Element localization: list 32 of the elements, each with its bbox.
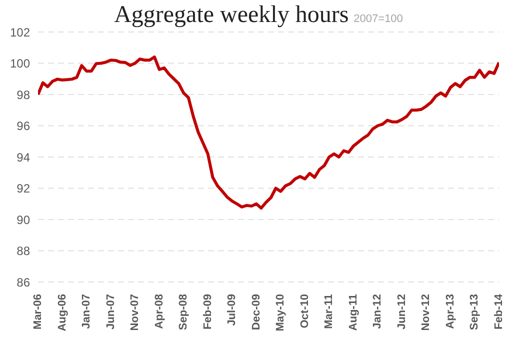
x-tick-label: Dec-09 [250, 294, 262, 330]
y-tick-label: 88 [16, 244, 30, 258]
y-tick-label: 100 [10, 56, 30, 71]
x-tick-label: Jan-12 [372, 294, 384, 329]
x-tick-label: Nov-12 [420, 294, 432, 331]
x-tick-label: Aug-06 [56, 294, 68, 332]
x-tick-label: Oct-10 [298, 294, 311, 328]
x-tick-label: Mar-06 [32, 294, 44, 330]
x-tick-label: Nov-07 [129, 294, 142, 331]
x-tick-label: Apr-13 [444, 294, 456, 329]
x-tick-label: Apr-08 [153, 294, 166, 329]
chart-subtitle: 2007=100 [354, 13, 403, 25]
x-tick-label: Sep-08 [178, 294, 190, 330]
x-tick-label: Feb-14 [493, 293, 505, 330]
x-tick-label: Jan-07 [80, 294, 93, 329]
y-tick-label: 94 [16, 150, 30, 164]
y-tick-label: 92 [16, 182, 30, 196]
y-tick-label: 102 [10, 25, 30, 40]
y-tick-label: 98 [16, 88, 30, 102]
x-tick-label: May-10 [274, 294, 287, 332]
y-tick-label: 96 [16, 119, 30, 134]
x-tick-label: Jun-12 [396, 294, 408, 330]
line-series [38, 56, 499, 210]
chart-title: Aggregate weekly hours [114, 2, 349, 28]
x-tick-label: Feb-09 [202, 294, 214, 330]
x-tick-label: Sep-13 [468, 294, 481, 330]
x-tick-label: Jul-09 [226, 294, 238, 326]
x-tick-label: Aug-11 [347, 294, 360, 331]
x-tick-label: Jun-07 [104, 294, 117, 330]
x-tick-label: Mar-11 [323, 294, 336, 329]
y-tick-label: 86 [16, 275, 30, 290]
y-tick-label: 90 [16, 212, 30, 227]
